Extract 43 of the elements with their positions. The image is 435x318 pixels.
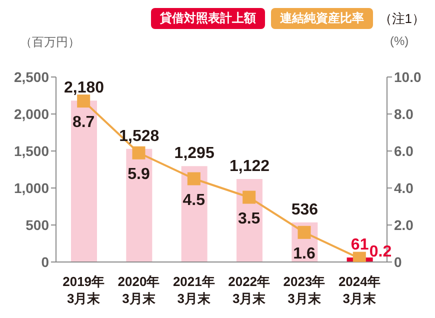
data-label: 3.5 [238,210,260,228]
text: 貸借対照表計上額 [150,8,265,29]
point [77,94,90,108]
data-label: 0.2 [369,243,392,260]
x-tick-label: 2023年 3月末 [283,274,326,306]
y2-tick-label: 0 [394,254,402,270]
y2-tick-label: 2.0 [394,216,414,233]
bar [126,148,152,262]
point [242,190,256,204]
x-tick-label: 2024年 3月末 [338,274,380,306]
point [298,226,311,239]
data-label: 5.9 [128,166,150,183]
data-label: 4.5 [182,192,206,209]
bar [71,100,97,262]
y2-tick-label: 10.0 [394,68,422,85]
data-label: 2,180 [64,80,104,97]
text: 連結純資産比率 [270,8,373,29]
data-label: 8.7 [72,114,95,132]
y-tick-label: 0 [41,254,50,270]
y-tick-label: 1,000 [14,180,50,196]
data-label: 536 [291,201,318,218]
x-tick-label: 2019年 3月末 [62,274,105,306]
y2-tick-label: 4.0 [394,180,414,196]
x-tick-label: 2020年 3月末 [118,274,160,306]
y-axis-title: （百万円） [20,34,80,51]
x-tick-label: 2022年 3月末 [228,274,270,306]
point [187,172,200,186]
point [132,146,146,160]
bar [181,166,208,262]
data-label: 61 [350,236,369,254]
data-label: 1.6 [293,245,316,262]
data-label: 1,528 [119,128,160,145]
x-tick-label: 2021年 3月末 [172,274,215,306]
data-label: 1,122 [229,158,270,175]
y2-tick-label: 6.0 [394,142,414,159]
y2-axis-title: (%) [390,34,409,48]
text: （注1） [378,10,425,28]
y-tick-label: 500 [26,216,50,233]
data-label: 1,295 [174,145,214,162]
y-tick-label: 2,000 [14,106,50,122]
y-tick-label: 2,500 [14,68,50,85]
y2-tick-label: 8.0 [394,106,414,122]
y-tick-label: 1,500 [14,142,50,159]
